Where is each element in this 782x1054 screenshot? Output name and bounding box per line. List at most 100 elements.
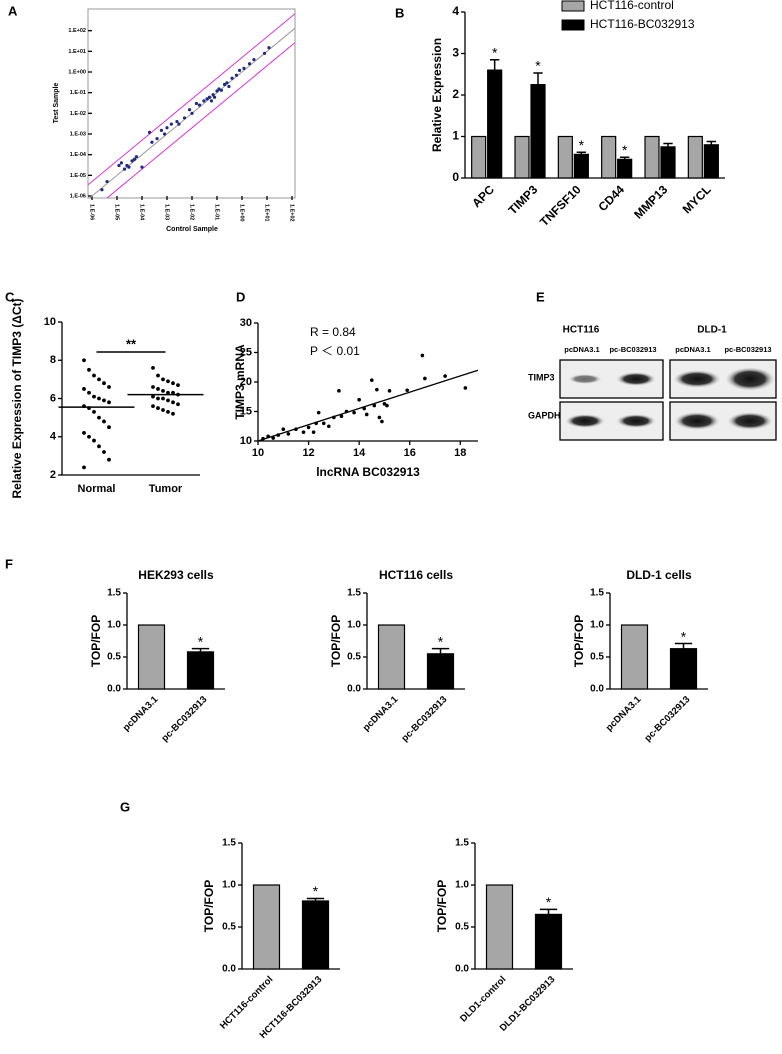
band — [674, 412, 720, 430]
bar — [687, 135, 703, 179]
point — [119, 161, 124, 165]
error-bar — [620, 156, 630, 160]
point — [176, 383, 180, 388]
panel-label: D — [236, 289, 245, 304]
x-tick-label: 1.E-01 — [214, 204, 220, 220]
x-tick-label: 1.E+02 — [289, 204, 295, 222]
point — [463, 386, 468, 390]
chart: B 0 1 2 3 4 Relative Expression APC * TIMP3 * TNFSF… — [395, 0, 725, 229]
point — [82, 431, 86, 435]
y-tick-label: 1.5 — [347, 588, 361, 599]
chart: F HEK293 cells 0.0 0.5 1.0 1.5 TOP/FOP pcDNA3.1… — [5, 556, 225, 744]
point — [190, 111, 194, 115]
y-tick-label: 2 — [50, 469, 56, 481]
point — [205, 97, 209, 101]
chart: A 1.E-06 1.E-05 1.E-04 1.E-03 1.E-02 1.E-01 1.E… — [8, 3, 296, 233]
x-tick-label: Tumor — [149, 483, 183, 495]
panel-label: C — [5, 289, 15, 304]
x-tick-label: MYCL — [680, 182, 714, 216]
point — [166, 390, 170, 395]
point — [252, 57, 256, 62]
x-tick-label: pc-BC032913 — [399, 694, 449, 744]
bar — [601, 135, 617, 179]
y-tick-label: 1.0 — [455, 880, 469, 891]
x-tick-label: CD44 — [595, 182, 627, 214]
error-bar — [674, 642, 693, 649]
point — [166, 398, 170, 403]
x-tick-label: DLD1-control — [458, 974, 508, 1024]
point — [92, 438, 96, 443]
panel-label: F — [5, 556, 13, 571]
point — [97, 415, 101, 420]
point — [182, 116, 187, 120]
point — [385, 403, 389, 408]
y-tick-label: 1 — [452, 129, 459, 143]
x-tick-label: APC — [469, 182, 497, 210]
annotation: R = 0.84 — [310, 325, 356, 339]
y-tick-label: 0.0 — [347, 684, 361, 695]
point — [92, 373, 96, 378]
y-tick-label: 0.5 — [590, 652, 604, 663]
panel-label: B — [395, 5, 404, 20]
x-tick-label: 1.E+01 — [264, 204, 270, 222]
legend-swatch — [561, 19, 585, 31]
point — [166, 409, 170, 414]
band — [727, 412, 773, 430]
point — [369, 378, 374, 383]
point — [314, 421, 318, 426]
bar — [137, 624, 166, 690]
point — [92, 394, 96, 399]
error-bar — [431, 647, 450, 654]
point — [122, 167, 127, 171]
y-tick-label: 0.0 — [107, 684, 121, 695]
point — [151, 404, 155, 409]
point — [171, 411, 175, 416]
point — [420, 353, 425, 358]
lane-label: pcDNA3.1 — [675, 345, 710, 354]
protein-label: GAPDH — [528, 410, 561, 420]
point — [339, 414, 344, 419]
point — [156, 396, 160, 401]
chart-title: HCT116 cells — [379, 568, 453, 582]
point — [357, 397, 361, 402]
point — [237, 68, 242, 72]
significance-mark: * — [313, 883, 319, 899]
point — [423, 376, 427, 381]
y-tick-label: 1.0 — [347, 620, 361, 631]
band — [568, 374, 602, 384]
chart: C 2 4 6 8 10 Relative Expression of TIMP3 (ΔCt… — [5, 289, 204, 499]
y-tick-label: 0.0 — [222, 964, 236, 975]
x-tick-label: Normal — [78, 483, 116, 495]
x-tick-label: 1.E-06 — [89, 204, 95, 220]
error-bar — [539, 908, 558, 915]
point — [97, 444, 101, 449]
point — [102, 398, 106, 403]
point — [155, 136, 159, 141]
y-tick-label: 10 — [44, 316, 56, 328]
point — [281, 427, 286, 432]
point — [156, 406, 160, 410]
panel-label: E — [536, 289, 545, 304]
legend-label: HCT116-BC032913 — [590, 17, 695, 31]
point — [147, 130, 152, 134]
bar — [426, 653, 455, 690]
trend-line — [257, 369, 479, 442]
bar — [186, 651, 215, 690]
y-tick-label: 10 — [240, 435, 252, 447]
point — [117, 163, 121, 168]
bar — [487, 69, 503, 179]
y-tick-label: 6 — [50, 392, 56, 404]
western-blot: E HCT116 DLD-1 pcDNA3.1 pc-BC032913 pcDN… — [528, 289, 777, 441]
y-tick-label: 1.E-01 — [70, 90, 86, 96]
point — [271, 436, 275, 440]
point — [364, 412, 369, 417]
y-tick-label: 4 — [50, 431, 57, 443]
fold-line — [106, 42, 295, 198]
plot-frame — [87, 8, 296, 199]
x-tick-label: MMP13 — [631, 182, 670, 221]
y-tick-label: 2 — [452, 87, 459, 101]
point — [301, 430, 306, 434]
x-tick-label: 1.E-03 — [164, 204, 170, 220]
point — [294, 427, 298, 432]
point — [105, 179, 109, 184]
